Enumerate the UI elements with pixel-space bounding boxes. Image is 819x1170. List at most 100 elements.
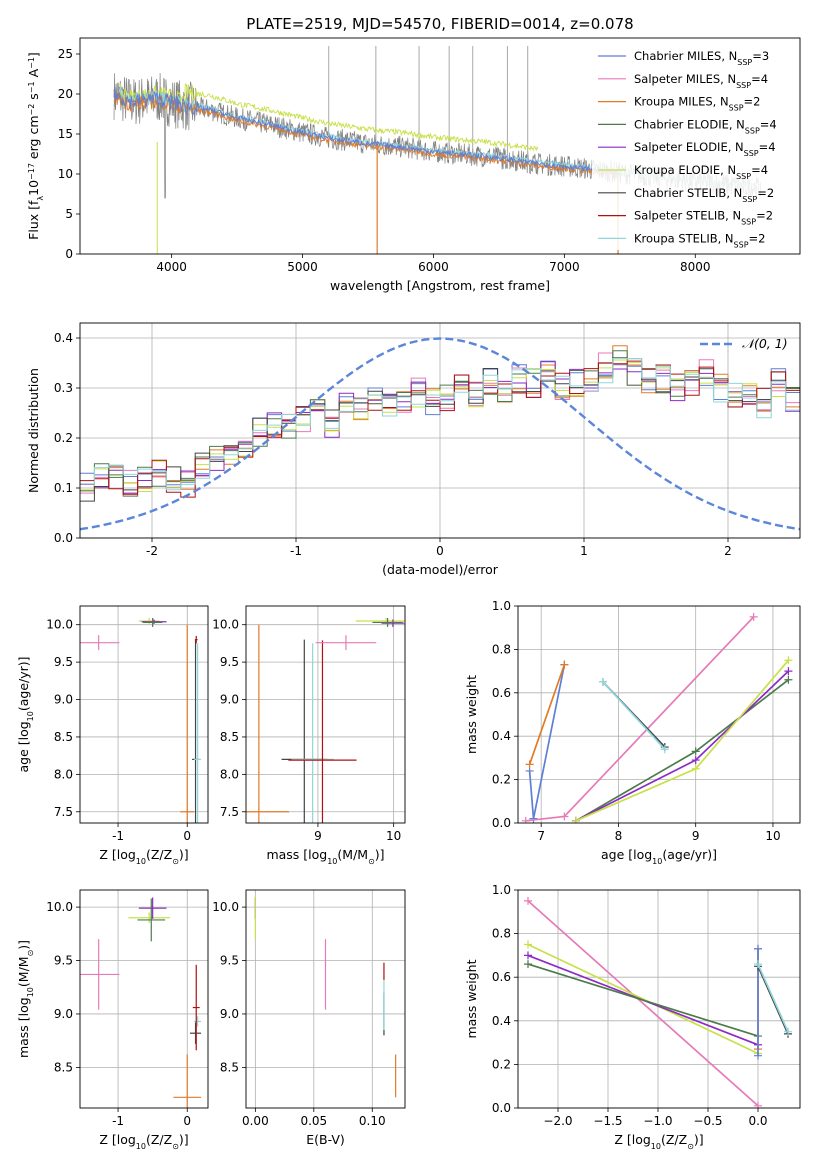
y-axis-label: Normed distribution [26, 368, 41, 493]
y-tick-label: 9.0 [220, 1007, 239, 1021]
series-kroupa-stelib [602, 681, 666, 750]
legend-entry: Chabrier STELIB, NSSP=2 [634, 186, 774, 204]
legend-entry: Chabrier ELODIE, NSSP=4 [634, 117, 777, 135]
series-kroupa-miles [528, 664, 566, 765]
legend-entry: Kroupa MILES, NSSP=2 [634, 95, 760, 113]
histogram-kroupa-elodie [80, 359, 800, 492]
y-tick-label: 20 [58, 87, 73, 101]
x-tick-label: 9 [692, 829, 700, 843]
x-tick-label: 0.10 [359, 1114, 386, 1128]
data-point-marker [784, 675, 793, 684]
y-tick-label: 0.2 [492, 773, 511, 787]
x-tick-label: 0.00 [242, 1114, 269, 1128]
data-point-marker [525, 760, 534, 769]
age-vs-mass-plot-area [246, 606, 405, 823]
series-salpeter-miles [527, 900, 759, 1107]
panel-age-vs-mass: 9 10 7.5 8.0 8.5 9.0 9.5 10.0 mass [log10(M/M⊙)] [212, 605, 406, 866]
x-tick-label: 10 [765, 829, 780, 843]
y-tick-label: 0.3 [54, 381, 73, 395]
y-tick-label: 8.0 [54, 767, 73, 781]
data-point-marker [560, 660, 569, 669]
x-tick-label: -1 [290, 544, 302, 558]
x-tick-label: −1.0 [643, 1114, 672, 1128]
y-tick-label: 10.0 [46, 900, 73, 914]
y-tick-label: 7.5 [54, 805, 73, 819]
y-tick-label: 8.0 [220, 767, 239, 781]
legend-entry: Salpeter ELODIE, NSSP=4 [634, 140, 776, 158]
x-tick-label: -1 [112, 1114, 124, 1128]
y-tick-label: 9.0 [220, 693, 239, 707]
axes-frame [245, 605, 406, 824]
data-point-marker [571, 816, 580, 823]
y-tick-label: 8.5 [54, 730, 73, 744]
panel-age-vs-Z: -1 0 7.5 8.0 8.5 9.0 9.5 10.0 Z [log10(Z/Z⊙)] age… [16, 605, 209, 866]
x-tick-label: 0 [183, 1114, 191, 1128]
x-tick-label: 0 [183, 829, 191, 843]
series-chabrier-elodie [527, 963, 759, 1037]
y-tick-label: 0.4 [54, 331, 73, 345]
panel-mass-vs-EBV: 0.00 0.05 0.10 8.5 9.0 9.5 10.0 E(B-V) [212, 889, 406, 1147]
x-tick-label: 0 [436, 544, 444, 558]
y-tick-label: 9.5 [54, 655, 73, 669]
series-kroupa-stelib [757, 963, 789, 1033]
y-tick-label: 9.5 [54, 954, 73, 968]
x-tick-label: −1.5 [593, 1114, 622, 1128]
x-tick-label: 2 [724, 544, 732, 558]
x-axis-label: E(B-V) [306, 1132, 345, 1147]
x-tick-label: 1 [580, 544, 588, 558]
y-tick-label: 0.2 [492, 1057, 511, 1071]
x-tick-label: 9 [314, 829, 322, 843]
x-tick-label: -1 [112, 829, 124, 843]
x-tick-label: 0.0 [748, 1114, 767, 1128]
data-point-marker [524, 940, 532, 949]
y-tick-label: 0.4 [492, 729, 511, 743]
mass-vs-EBV-plot-area [246, 890, 405, 1108]
y-tick-label: 0 [65, 247, 73, 261]
panel-massweight-vs-Z: −2.0 −1.5 −1.0 −0.5 0.0 0.0 0.2 0.4 0.6 0.8 1.0 mas… [464, 883, 801, 1151]
axes-frame [517, 889, 801, 1109]
normal-curve [80, 337, 800, 531]
y-tick-label: 0.2 [54, 431, 73, 445]
data-point-marker [598, 677, 607, 686]
legend-entry: Salpeter MILES, NSSP=4 [634, 72, 768, 90]
model-fit-chabrier-miles [113, 87, 618, 175]
x-tick-label: 10 [386, 829, 401, 843]
panel-mass-vs-Z: -1 0 8.5 9.0 9.5 10.0 Z [log10(Z/Z⊙)] mass [log… [16, 889, 209, 1151]
y-axis-label: mass weight [464, 675, 479, 754]
y-tick-label: 0.0 [54, 531, 73, 545]
y-tick-label: 25 [58, 47, 73, 61]
massweight-vs-age-plot-area [518, 606, 800, 823]
y-tick-label: 0.8 [492, 927, 511, 941]
y-tick-label: 0.0 [492, 1101, 511, 1115]
x-tick-label: -2 [146, 544, 158, 558]
y-tick-label: 10.0 [46, 618, 73, 632]
histogram-chabrier-elodie [80, 350, 800, 497]
y-tick-label: 10.0 [212, 900, 239, 914]
y-axis-label: mass weight [464, 959, 479, 1038]
panel-massweight-vs-age: 7 8 9 10 0.0 0.2 0.4 0.6 0.8 1.0 mass weight age [l… [464, 599, 801, 866]
x-tick-label: 7000 [549, 260, 580, 274]
axes-frame [79, 37, 801, 255]
legend-entry: Salpeter STELIB, NSSP=2 [634, 209, 773, 227]
data-point-marker [529, 814, 538, 823]
x-tick-label: 7 [537, 829, 545, 843]
y-tick-label: 9.5 [220, 954, 239, 968]
legend-entry: 𝒩(0, 1) [742, 336, 788, 351]
residual-histogram-plot-area [80, 323, 800, 538]
data-point-marker [691, 747, 700, 756]
y-axis-label: Flux [fλ10−17 erg cm−2 s−1 A−1] [26, 52, 45, 240]
series-kroupa-elodie [527, 943, 759, 1055]
y-tick-label: 1.0 [492, 599, 511, 613]
y-tick-label: 0.6 [492, 686, 511, 700]
data-point-marker [784, 656, 793, 665]
axes-frame [245, 889, 406, 1109]
data-point-marker [524, 951, 532, 960]
x-tick-label: −0.5 [693, 1114, 722, 1128]
data-point-marker [754, 944, 762, 953]
y-tick-label: 15 [58, 127, 73, 141]
x-axis-label: (data-model)/error [382, 562, 499, 577]
axes-frame [517, 605, 801, 824]
x-tick-label: 5000 [287, 260, 318, 274]
data-point-marker [754, 960, 762, 969]
legend-entry: Kroupa ELODIE, NSSP=4 [634, 163, 768, 181]
